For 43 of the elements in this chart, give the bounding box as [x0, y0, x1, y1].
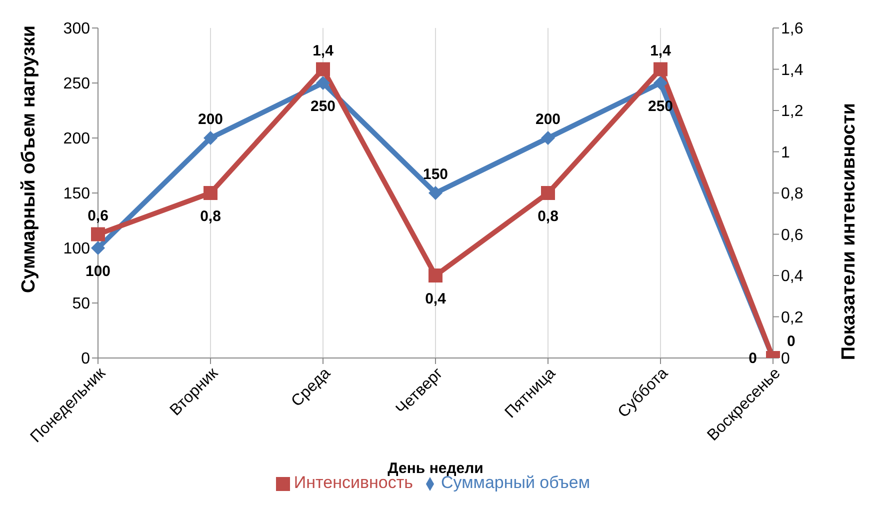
data-label: 200 [535, 111, 561, 128]
data-label: 200 [198, 111, 224, 128]
point [654, 62, 668, 76]
y2-tick-label: 1,6 [781, 20, 804, 38]
point [428, 186, 442, 200]
y2-tick-label: 0,6 [781, 226, 804, 244]
y-tick-label: 250 [63, 76, 90, 93]
y-tick-label: 100 [63, 240, 90, 258]
point [654, 76, 668, 90]
point [316, 62, 330, 76]
data-label: 250 [310, 98, 336, 115]
data-label: 0,4 [425, 290, 447, 308]
point [541, 186, 555, 200]
data-label: 0,6 [88, 207, 108, 224]
y-tick-label: 200 [63, 130, 90, 148]
point [428, 268, 442, 282]
point [91, 227, 105, 242]
y-axis-title: Суммарный объем нагрузки [18, 25, 40, 293]
point [541, 131, 555, 145]
y2-axis-title: Показатели интенсивности [838, 103, 860, 360]
point [204, 186, 218, 200]
y2-tick-label: 1,4 [781, 62, 804, 79]
y2-tick-label: 1 [781, 144, 790, 162]
point [316, 76, 330, 90]
y-tick-label: 50 [72, 296, 90, 313]
data-label: 0,8 [200, 208, 221, 225]
data-label: 1,4 [312, 42, 334, 60]
data-label: 1,4 [650, 42, 672, 60]
y2-tick-label: 0,8 [781, 186, 804, 203]
point [204, 131, 218, 145]
y-tick-label: 150 [63, 186, 90, 203]
y-tick-label: 0 [81, 350, 90, 368]
y-tick-label: 300 [63, 20, 90, 38]
y2-tick-label: 1,2 [781, 103, 804, 120]
y2-tick-label: 0 [781, 350, 790, 368]
data-label: 150 [422, 166, 448, 183]
y2-tick-label: 0,4 [781, 268, 804, 286]
data-label: 0 [748, 350, 757, 367]
data-label: 0 [787, 333, 796, 350]
point [91, 241, 105, 255]
data-label: 100 [85, 263, 111, 280]
y2-tick-label: 0,2 [781, 309, 804, 326]
data-label: 0,8 [538, 208, 558, 225]
